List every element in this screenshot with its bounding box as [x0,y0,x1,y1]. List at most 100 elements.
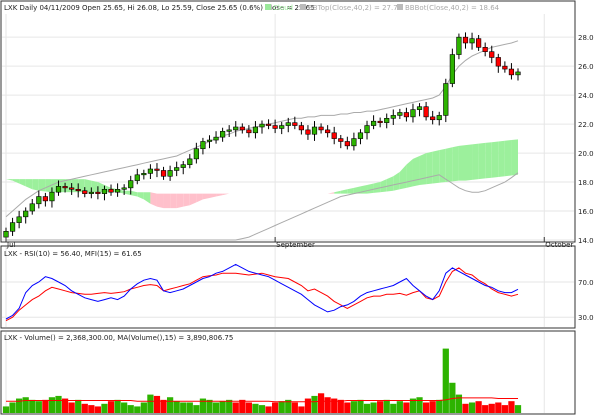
candle-up [101,188,108,194]
cloud-segment [222,193,230,196]
cloud-segment [498,140,505,177]
candle-down [502,65,508,70]
volume-bar-up [449,382,456,413]
candle-up [36,196,42,205]
legend-bbtop-label: BBTop(Close,40,2) = 27.75 [308,4,402,12]
cloud-segment [143,192,151,204]
volume-bar-up [114,399,121,413]
cloud-segment [163,193,171,209]
candle-up [252,126,259,134]
cloud-segment [340,189,348,194]
candle-up [187,158,193,165]
volume-title: LXK - Volume() = 2,368,300.00, MA(Volume… [4,334,233,342]
candle-up [311,126,318,135]
volume-bar-up [140,402,147,413]
candle-up [193,148,199,160]
oscillator-lines [5,263,519,322]
volume-bar-down [508,401,515,413]
cloud-segment [202,193,210,200]
oscillator-y-tick-label: 30.0 [578,314,594,322]
cloud-segment [137,192,144,200]
candle-down [75,188,81,192]
volume-bar-down [324,397,331,413]
candle-up [456,36,462,55]
candle-up [370,120,377,126]
volume-bar-down [61,398,69,413]
candle-down [298,125,304,131]
candle-up [9,222,16,232]
cloud-segment [327,192,335,194]
cloud-segment [465,144,473,181]
candle-up [285,122,291,126]
volume-bar-up [252,403,259,413]
cloud-segment [65,179,72,193]
price-chart-title: LXK Daily 04/11/2009 Open 25.65, Hi 26.0… [4,4,315,12]
candle-up [436,115,442,121]
candle-down [42,196,48,202]
candle-up [364,125,370,134]
price-y-tick-label: 14.0 [578,237,594,245]
candle-up [416,106,423,110]
cloud-segment [504,140,512,177]
volume-bar-down [107,401,115,413]
cloud-segment [156,193,164,209]
candle-down [160,170,167,177]
candle-up [180,164,186,168]
volume-bar-down [462,403,469,413]
candle-down [476,38,482,48]
volume-gridlines [5,332,545,413]
cloud-segment [209,193,217,198]
volume-bar-up [127,405,134,413]
volume-bar-up [199,398,207,413]
candle-up [351,138,357,147]
legend-bbtop-swatch [300,4,306,10]
candle-up [206,139,213,142]
price-y-tick-label: 24.0 [578,92,594,100]
volume-bar-down [495,402,502,413]
cloud-segment [478,142,486,180]
volume-bar-down [337,399,344,413]
volume-bar-down [81,403,88,413]
volume-bar-up [416,397,423,413]
cloud-segment [170,193,177,209]
cloud-segment [183,193,190,207]
cloud-segment [19,179,26,187]
cloud-segment [32,179,39,191]
price-y-axis: 28.0 26.0 24.0 22.0 20.0 18.0 16.0 14.0 [578,34,594,245]
candle-down [108,188,114,193]
volume-bar-up [29,399,36,413]
volume-bar-down [153,395,161,413]
candle-down [377,120,383,123]
volume-bar-up [193,405,200,413]
volume-bar-down [344,402,351,413]
cloud-segment [91,180,98,193]
cloud-segment [353,186,361,194]
volume-bar-up [442,348,449,413]
candle-down [82,190,88,194]
volume-bar-up [2,406,10,413]
price-legend: Cloud BBTop(Close,40,2) = 27.75 BBBot(Cl… [265,4,500,12]
candle-up [167,170,173,177]
candle-down [403,112,410,118]
volume-bar-up [514,405,522,413]
cloud-segment [452,145,459,182]
volume-bar-up [173,401,180,413]
cloud-segment [347,187,354,194]
cloud-segment [124,190,131,196]
legend-bbbot-label: BBBot(Close,40,2) = 18.64 [405,4,500,12]
cloud-segment [439,148,446,183]
cloud-segment [485,142,492,179]
volume-bar-up [55,395,62,413]
candle-down [95,191,101,194]
cloud-segment [380,179,387,193]
volume-bar-down [88,405,95,413]
candle-up [3,231,9,238]
price-y-tick-label: 16.0 [578,208,594,216]
candle-down [482,47,488,52]
volume-bar-down [403,402,410,413]
volume-bar-down [422,402,430,413]
candle-up [23,210,29,218]
candle-up [141,173,147,176]
volume-bar-up [311,395,318,413]
